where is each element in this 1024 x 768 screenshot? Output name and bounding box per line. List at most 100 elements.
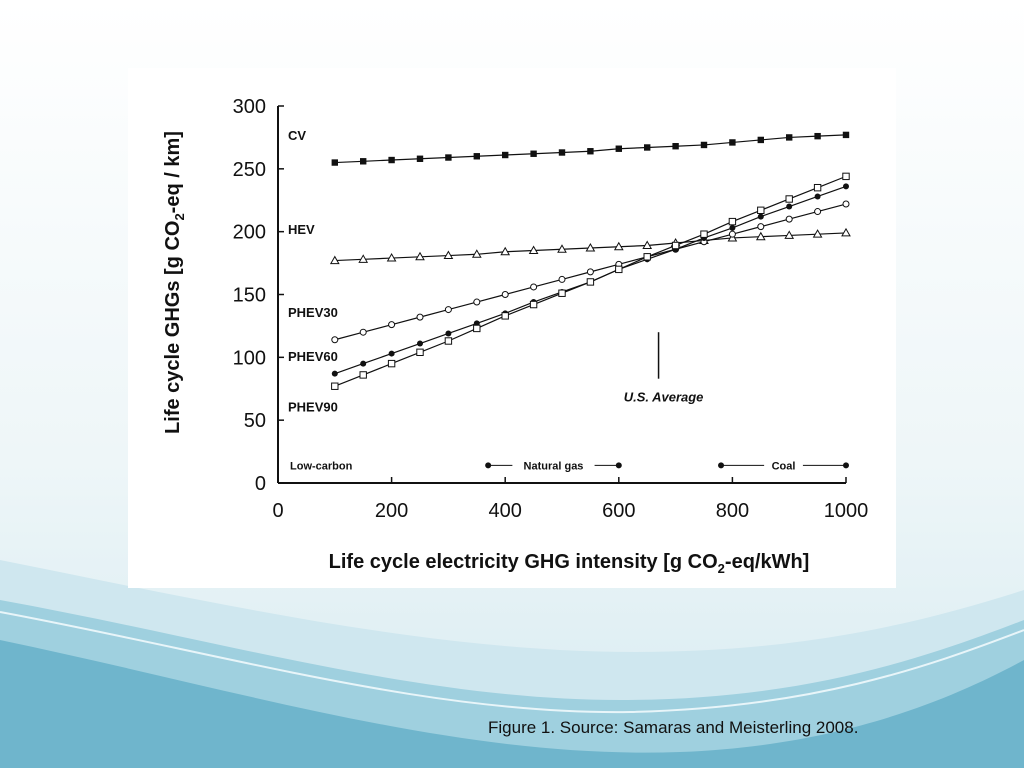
series-phev60: PHEV60 (288, 183, 849, 377)
us-average-label: U.S. Average (624, 390, 704, 405)
data-point-cv (388, 156, 395, 164)
data-point-phev90 (331, 382, 339, 390)
data-point-phev30 (530, 283, 538, 291)
range-label-low-carbon: Low-carbon (290, 460, 353, 472)
data-point-phev30 (416, 313, 424, 321)
ghg-line-chart: 0 50 100 150 200 250 300 0 200 400 600 800 1000 Life … (162, 96, 868, 576)
data-point-phev90 (416, 348, 424, 357)
y-tick-label: 50 (244, 410, 266, 432)
data-point-phev90 (757, 206, 765, 215)
data-point-phev60 (388, 350, 395, 357)
data-point-phev60 (331, 370, 338, 377)
data-point-phev90 (615, 265, 623, 274)
data-point-cv (615, 145, 622, 152)
data-point-phev90 (501, 312, 509, 320)
data-point-phev90 (359, 371, 367, 379)
x-tick-label: 200 (375, 500, 408, 522)
series-cv: CV (288, 128, 850, 166)
y-tick-label: 0 (255, 473, 266, 495)
data-point-phev60 (843, 183, 849, 190)
data-point-phev30 (444, 306, 452, 314)
x-axis-title: Life cycle electricity GHG intensity [g … (329, 551, 810, 576)
data-point-phev30 (388, 321, 396, 329)
data-point-cv (757, 136, 764, 144)
data-point-cv (360, 158, 367, 165)
data-point-phev60 (757, 213, 764, 220)
y-tick-label: 100 (233, 347, 266, 369)
data-point-phev90 (643, 253, 651, 261)
series-phev30: PHEV30 (288, 200, 850, 344)
wave-highlight (0, 611, 1024, 714)
data-point-cv (416, 155, 424, 162)
data-point-phev30 (331, 336, 339, 344)
data-point-phev30 (728, 230, 736, 238)
data-point-phev30 (814, 208, 822, 216)
annotations-group: U.S. Average Low-carbon Natural gas Coal (290, 332, 849, 472)
data-point-hev (415, 251, 425, 261)
data-point-phev60 (729, 224, 736, 231)
data-point-phev90 (586, 278, 595, 286)
data-point-phev30 (757, 223, 765, 231)
series-label-hev: HEV (288, 222, 315, 237)
data-point-cv (786, 134, 793, 141)
data-point-phev90 (728, 217, 737, 226)
data-point-phev60 (445, 330, 452, 337)
data-point-hev (841, 227, 851, 237)
data-point-phev90 (700, 230, 708, 238)
wave-band-dark (0, 640, 1024, 768)
x-tick-label: 400 (489, 500, 522, 522)
data-point-hev (329, 255, 340, 265)
data-point-cv (672, 143, 679, 150)
x-tick-label: 800 (716, 500, 749, 522)
data-point-hev (557, 244, 567, 253)
data-point-phev30 (586, 268, 594, 276)
series-group: CV HEV PHEV30 PHEV60 PHEV90 (288, 128, 851, 414)
data-point-phev90 (785, 195, 793, 203)
data-point-cv (842, 131, 850, 139)
data-point-phev60 (814, 193, 821, 200)
data-point-phev30 (359, 328, 367, 336)
data-point-hev (755, 231, 766, 241)
data-point-phev90 (813, 183, 822, 192)
data-point-phev90 (842, 172, 850, 181)
data-point-hev (358, 254, 369, 263)
data-point-hev (471, 249, 482, 258)
data-point-cv (644, 144, 651, 151)
y-tick-label: 200 (233, 222, 266, 244)
range-end-natural-gas (485, 462, 492, 469)
data-point-cv (700, 141, 708, 149)
data-point-hev (642, 240, 653, 249)
data-point-phev60 (786, 203, 793, 210)
series-hev: HEV (288, 222, 851, 265)
data-point-phev30 (501, 291, 509, 298)
series-label-phev60: PHEV60 (288, 349, 338, 364)
data-point-phev90 (444, 337, 453, 345)
figure-panel: 0 50 100 150 200 250 300 0 200 400 600 800 1000 Life … (128, 68, 896, 588)
data-point-cv (814, 132, 821, 140)
data-point-hev (528, 245, 539, 255)
figure-caption: Figure 1. Source: Samaras and Meisterlin… (488, 718, 859, 737)
data-point-hev (613, 241, 624, 251)
range-end-coal (718, 462, 725, 469)
data-point-phev30 (842, 200, 850, 208)
data-point-phev30 (473, 298, 481, 306)
data-point-cv (331, 159, 338, 166)
data-point-phev60 (360, 360, 367, 367)
x-tick-label: 0 (272, 500, 283, 522)
data-point-cv (558, 149, 566, 156)
data-point-phev60 (417, 340, 423, 347)
data-point-phev90 (473, 324, 481, 333)
data-point-hev (585, 242, 596, 252)
data-point-cv (445, 154, 452, 161)
data-point-hev (812, 229, 823, 238)
data-point-phev90 (671, 241, 680, 250)
data-point-cv (502, 151, 509, 159)
y-tick-label: 150 (233, 285, 266, 307)
data-point-hev (500, 246, 511, 256)
series-label-phev30: PHEV30 (288, 305, 338, 320)
data-point-hev (784, 230, 795, 239)
data-point-cv (587, 148, 594, 155)
data-point-hev (386, 253, 397, 262)
data-point-phev90 (529, 300, 538, 309)
